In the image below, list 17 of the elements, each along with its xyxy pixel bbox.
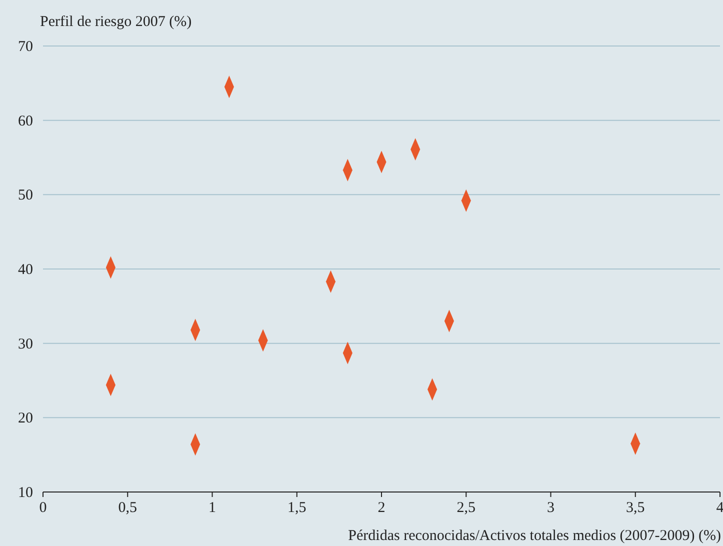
- x-axis-title: Pérdidas reconocidas/Activos totales medios (2007-2009) (%): [348, 528, 721, 544]
- x-tick-label: 2: [378, 500, 386, 516]
- y-tick-label: 60: [18, 113, 33, 130]
- x-tick-label: 3,5: [626, 500, 645, 516]
- y-tick-label: 30: [18, 336, 33, 352]
- x-tick-label: 2,5: [456, 500, 476, 516]
- x-tick-label: 1,5: [288, 500, 306, 516]
- y-axis-title: Perfil de riesgo 2007 (%): [40, 14, 192, 30]
- x-tick-label: 1: [208, 500, 216, 516]
- y-tick-label: 40: [18, 262, 33, 278]
- x-tick-label: 0: [39, 500, 47, 516]
- y-tick-label: 10: [18, 485, 33, 501]
- y-tick-label: 20: [18, 410, 33, 427]
- x-tick-label: 3: [547, 500, 554, 516]
- y-tick-label: 70: [18, 39, 33, 55]
- y-tick-label: 50: [18, 188, 33, 204]
- x-tick-label: 0,5: [118, 500, 137, 516]
